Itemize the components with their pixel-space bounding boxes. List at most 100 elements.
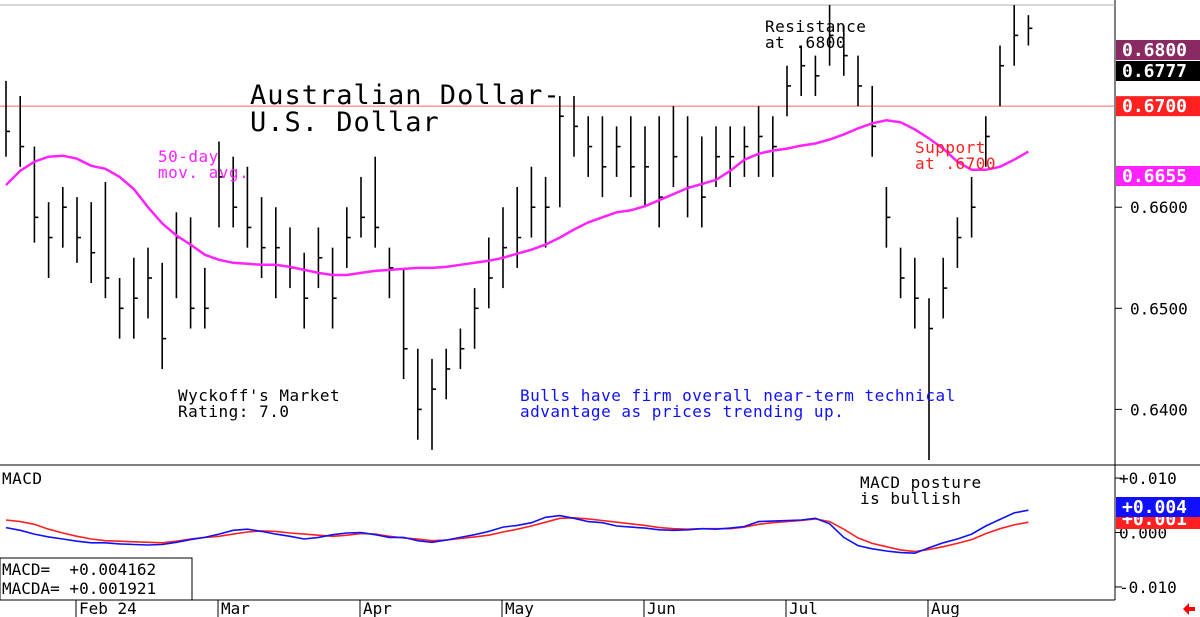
- price-badge-last: 0.6777: [1116, 61, 1200, 82]
- ma-annotation-line-2: mov. avg.: [158, 163, 249, 182]
- price-bar: [899, 247, 905, 299]
- month-label: Aug: [931, 599, 960, 617]
- price-bar: [416, 348, 422, 440]
- month-label: Feb 24: [79, 599, 137, 617]
- month-label: Apr: [363, 599, 392, 617]
- price-bar: [928, 298, 933, 460]
- price-bar: [615, 126, 621, 177]
- bulls-comment-line-1: Bulls have firm overall near-term techni…: [520, 386, 956, 405]
- svg-text:0.6800: 0.6800: [1122, 40, 1187, 61]
- price-bar: [558, 96, 564, 208]
- svg-text:0.6700: 0.6700: [1122, 96, 1187, 117]
- price-bar: [473, 288, 479, 349]
- price-bar: [232, 156, 238, 228]
- price-badge-support: 0.6700: [1116, 96, 1200, 117]
- price-bar: [658, 116, 664, 228]
- price-tick-label: 0.6600: [1130, 198, 1188, 217]
- price-bar: [828, 5, 834, 66]
- macd-lines: [5, 509, 1029, 555]
- price-bar: [814, 55, 820, 97]
- support-annotation-line-1: Support: [915, 138, 986, 157]
- price-bar: [672, 106, 678, 188]
- resistance-annotation-line-1: Resistance: [765, 17, 866, 36]
- price-bar: [786, 65, 791, 117]
- macd-readout-box: [0, 557, 193, 601]
- month-labels: Feb 24 Mar Apr May Jun Jul Aug: [75, 599, 960, 617]
- month-label: May: [505, 599, 534, 617]
- chart-title-line-2: U.S. Dollar: [250, 107, 440, 138]
- price-bar: [956, 217, 962, 268]
- left-arrow-icon[interactable]: [1183, 603, 1195, 615]
- price-bar: [218, 141, 223, 228]
- price-bar: [289, 227, 294, 289]
- ohlc-bars: [5, 5, 1033, 460]
- macd-series-macd: [5, 509, 1029, 555]
- price-bar: [161, 262, 167, 369]
- price-bar: [516, 187, 522, 268]
- price-bar: [90, 202, 96, 284]
- price-bar: [942, 257, 948, 319]
- price-badge-ma: 0.6655: [1116, 166, 1200, 187]
- price-bar: [729, 126, 735, 188]
- price-bar: [147, 247, 152, 319]
- price-bar: [502, 207, 507, 289]
- price-bar: [587, 116, 593, 177]
- price-tick-label: 0.6500: [1130, 299, 1188, 318]
- price-bar: [970, 176, 976, 238]
- price-bar: [857, 55, 862, 107]
- month-label: Jul: [789, 599, 818, 617]
- chart-title-line-1: Australian Dollar-: [250, 80, 561, 111]
- price-bar: [913, 257, 919, 329]
- price-bar: [104, 181, 110, 299]
- price-bar: [544, 176, 550, 248]
- price-bar: [487, 237, 493, 309]
- price-bar: [388, 247, 394, 299]
- price-bar: [118, 277, 124, 339]
- macd-badge-macd: +0.004: [1116, 497, 1200, 518]
- ma-annotation-line-1: 50-day: [158, 147, 219, 166]
- price-bar: [175, 212, 181, 299]
- price-bar: [374, 156, 380, 248]
- price-bar: [133, 257, 138, 339]
- price-bar: [189, 217, 195, 329]
- price-bar: [445, 348, 451, 400]
- support-annotation-line-2: at .6700: [915, 154, 996, 173]
- macda-readout: MACDA= +0.001921: [2, 579, 156, 598]
- macd-panel-title: MACD: [2, 469, 43, 488]
- price-bar: [885, 187, 891, 248]
- macd-tick-label: -0.010: [1119, 578, 1177, 597]
- price-bar: [984, 116, 990, 167]
- price-bar: [331, 247, 337, 329]
- price-bar: [246, 166, 252, 248]
- price-bar: [19, 96, 25, 167]
- price-bar: [573, 96, 578, 157]
- price-bar: [360, 176, 365, 238]
- price-bar: [743, 126, 749, 177]
- macd-posture-line-2: is bullish: [860, 489, 961, 508]
- price-bar: [76, 197, 81, 263]
- price-bar: [644, 126, 649, 208]
- price-tick-label: 0.6400: [1130, 400, 1188, 419]
- svg-text:0.6655: 0.6655: [1122, 166, 1187, 187]
- price-bar: [402, 267, 408, 380]
- macd-readout: MACD= +0.004162: [2, 560, 156, 579]
- price-bar: [5, 80, 10, 157]
- price-bar: [700, 136, 706, 228]
- price-bar: [47, 202, 53, 278]
- price-bar: [999, 45, 1004, 107]
- price-bar: [317, 227, 323, 289]
- bulls-comment-line-2: advantage as prices trending up.: [520, 402, 844, 421]
- price-bar: [715, 126, 720, 188]
- svg-text:+0.004: +0.004: [1122, 497, 1187, 518]
- month-label: Jun: [647, 599, 676, 617]
- price-y-ticks: 0.6400 0.6500 0.6600: [1115, 198, 1188, 419]
- wyckoff-rating-line-2: Rating: 7.0: [178, 402, 289, 421]
- price-bar: [686, 116, 692, 218]
- price-bar: [274, 207, 280, 299]
- moving-average-line: [5, 119, 1030, 277]
- macd-posture-line-1: MACD posture: [860, 473, 982, 492]
- price-bar: [871, 85, 877, 157]
- price-bar: [530, 166, 536, 238]
- price-bar: [842, 25, 848, 76]
